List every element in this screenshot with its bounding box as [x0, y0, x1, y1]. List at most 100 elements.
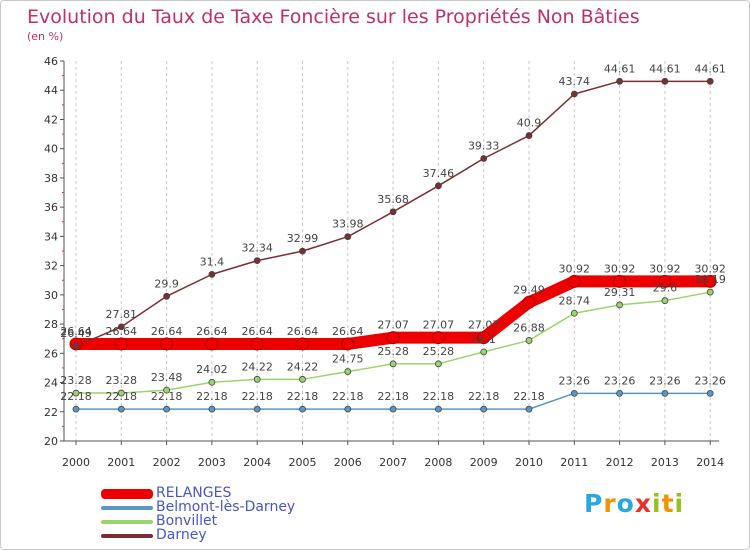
- point-darney-2005: [299, 247, 306, 255]
- data-label-bonvillet-2014: 30.19: [694, 273, 726, 286]
- legend-label-belmont-l-s-darney: Belmont-lès-Darney: [156, 499, 296, 515]
- data-label-relanges-2006: 26.64: [332, 325, 364, 338]
- data-label-bonvillet-2008: 25.28: [423, 345, 455, 358]
- point-relanges-2006: [341, 337, 355, 351]
- y-tick-label-28: 28: [44, 318, 58, 331]
- x-tick-label-2006: 2006: [334, 456, 362, 469]
- point-darney-2010: [525, 132, 533, 139]
- y-tick-label-26: 26: [44, 347, 58, 360]
- data-label-belmont-l-s-darney-2003: 22.18: [196, 390, 228, 403]
- data-label-belmont-l-s-darney-2000: 22.18: [60, 390, 92, 403]
- point-darney-2014: [706, 77, 714, 85]
- y-tick-label-42: 42: [44, 113, 58, 126]
- legend-swatch-belmont-l-s-darney: [101, 506, 153, 510]
- point-relanges-2007: [386, 331, 400, 345]
- y-tick-label-22: 22: [44, 406, 58, 419]
- point-darney-2012: [616, 77, 623, 85]
- point-darney-2003: [208, 270, 216, 278]
- chart-title: Evolution du Taux de Taxe Foncière sur l…: [27, 6, 640, 28]
- data-label-relanges-2012: 30.92: [604, 262, 636, 275]
- point-relanges-2005: [296, 337, 309, 351]
- x-tick-label-2009: 2009: [470, 456, 498, 469]
- point-darney-2004: [253, 257, 261, 265]
- data-label-darney-2009: 39.33: [468, 139, 500, 152]
- point-belmont-l-s-darney-2003: [208, 405, 216, 413]
- data-labels: 22.18 22.18 22.18 22.18 22.18 22.18 22.18 22.18…: [60, 62, 726, 403]
- data-label-bonvillet-2013: 29.6: [653, 282, 678, 295]
- point-relanges-2014: [703, 274, 717, 288]
- point-relanges-2008: [431, 331, 445, 345]
- series-lines: [70, 80, 717, 410]
- x-tick-label-2003: 2003: [198, 456, 226, 469]
- point-darney-2013: [661, 77, 669, 85]
- series-points: [69, 77, 717, 413]
- point-belmont-l-s-darney-2001: [117, 405, 125, 413]
- x-tick-label-2007: 2007: [379, 456, 407, 469]
- point-relanges-2004: [250, 337, 264, 351]
- point-bonvillet-2011: [570, 309, 578, 317]
- legend-label-bonvillet: Bonvillet: [156, 513, 218, 529]
- data-label-darney-2013: 44.61: [649, 62, 681, 75]
- data-label-belmont-l-s-darney-2013: 23.26: [649, 374, 681, 387]
- data-label-darney-2002: 29.9: [154, 277, 179, 290]
- point-darney-2008: [434, 182, 442, 190]
- point-belmont-l-s-darney-2011: [570, 389, 578, 397]
- data-label-bonvillet-2005: 24.22: [287, 360, 319, 373]
- point-relanges-2001: [114, 337, 128, 351]
- y-tick-label-38: 38: [44, 172, 58, 185]
- data-label-belmont-l-s-darney-2010: 22.18: [513, 390, 545, 403]
- data-label-relanges-2011: 30.92: [559, 262, 591, 275]
- point-belmont-l-s-darney-2000: [72, 405, 80, 413]
- data-label-relanges-2003: 26.64: [196, 325, 228, 338]
- data-label-relanges-2008: 27.07: [423, 319, 455, 332]
- y-tick-label-24: 24: [44, 377, 58, 390]
- data-label-darney-2012: 44.61: [604, 62, 636, 75]
- data-label-belmont-l-s-darney-2014: 23.26: [694, 374, 726, 387]
- point-bonvillet-2013: [661, 297, 669, 305]
- x-tick-label-2004: 2004: [243, 456, 271, 469]
- data-label-belmont-l-s-darney-2006: 22.18: [332, 390, 364, 403]
- data-label-relanges-2007: 27.07: [377, 319, 409, 332]
- point-bonvillet-2001: [117, 389, 125, 397]
- point-belmont-l-s-darney-2006: [344, 405, 352, 413]
- point-bonvillet-2009: [480, 348, 488, 356]
- y-tick-label-46: 46: [44, 55, 58, 68]
- y-tick-label-20: 20: [44, 435, 58, 448]
- data-label-belmont-l-s-darney-2011: 23.26: [559, 374, 591, 387]
- data-label-bonvillet-2007: 25.28: [377, 345, 409, 358]
- x-tick-label-2008: 2008: [424, 456, 452, 469]
- data-label-bonvillet-2011: 28.74: [559, 294, 591, 307]
- point-belmont-l-s-darney-2007: [389, 405, 397, 413]
- point-bonvillet-2006: [344, 368, 352, 375]
- legend-label-darney: Darney: [156, 527, 207, 543]
- x-tick-label-2001: 2001: [107, 456, 135, 469]
- data-label-bonvillet-2010: 26.88: [513, 321, 545, 334]
- data-label-relanges-2002: 26.64: [151, 325, 183, 338]
- point-belmont-l-s-darney-2005: [299, 405, 306, 413]
- data-label-belmont-l-s-darney-2005: 22.18: [287, 390, 319, 403]
- data-label-darney-2004: 32.34: [241, 242, 273, 255]
- data-label-darney-2011: 43.74: [559, 75, 591, 88]
- data-label-relanges-2009: 27.07: [468, 319, 500, 332]
- x-tick-label-2010: 2010: [515, 456, 543, 469]
- point-belmont-l-s-darney-2008: [434, 405, 442, 413]
- point-belmont-l-s-darney-2010: [525, 405, 533, 413]
- point-darney-2000: [72, 342, 80, 350]
- legend-label-relanges: RELANGES: [156, 485, 232, 501]
- x-tick-label-2013: 2013: [651, 456, 679, 469]
- data-label-bonvillet-2002: 23.48: [151, 371, 183, 384]
- data-label-belmont-l-s-darney-2007: 22.18: [377, 390, 409, 403]
- data-label-belmont-l-s-darney-2012: 23.26: [604, 374, 636, 387]
- data-label-relanges-2000: 26.64: [60, 325, 92, 338]
- point-relanges-2010: [522, 295, 536, 309]
- x-tick-label-2005: 2005: [289, 456, 317, 469]
- data-label-darney-2006: 33.98: [332, 218, 364, 231]
- x-tick-label-2000: 2000: [62, 456, 90, 469]
- point-bonvillet-2002: [163, 386, 171, 394]
- point-bonvillet-2010: [525, 337, 533, 344]
- data-label-belmont-l-s-darney-2001: 22.18: [106, 390, 138, 403]
- point-relanges-2013: [658, 274, 672, 288]
- point-belmont-l-s-darney-2004: [253, 405, 261, 413]
- point-relanges-2011: [567, 274, 581, 288]
